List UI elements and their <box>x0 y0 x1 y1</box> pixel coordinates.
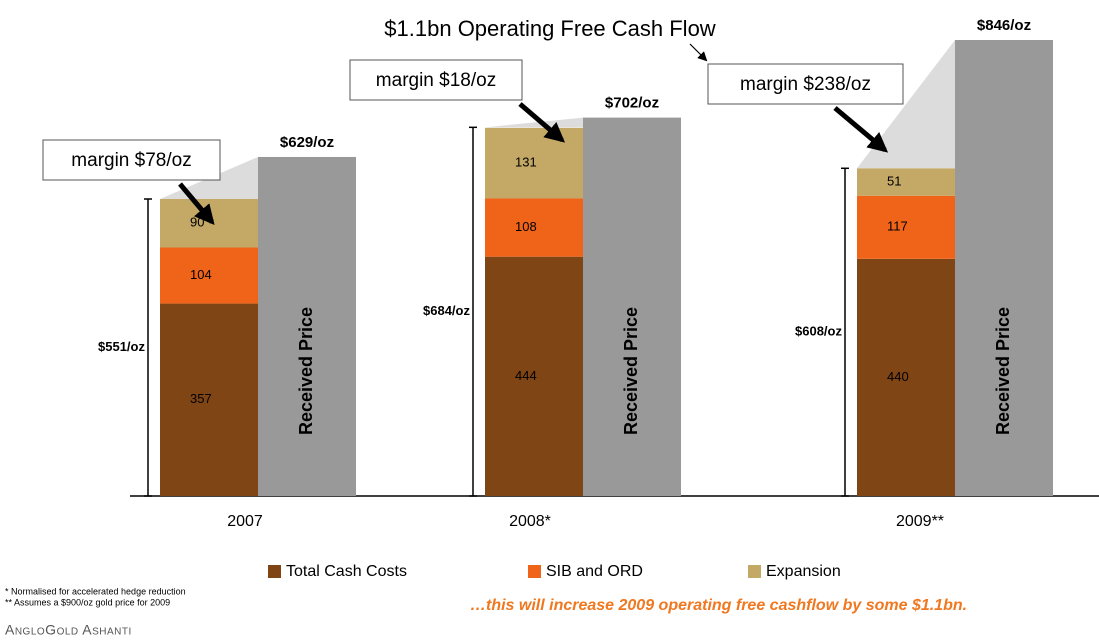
bar-segment <box>485 198 583 257</box>
bar-segment <box>160 199 258 248</box>
bar-name: Received Price <box>993 307 1013 435</box>
legend-swatch <box>528 565 541 578</box>
footnote: * Normalised for accelerated hedge reduc… <box>5 586 186 596</box>
legend-label: SIB and ORD <box>546 563 643 580</box>
tagline: …this will increase 2009 operating free … <box>470 597 967 614</box>
price-label: $846/oz <box>977 17 1031 34</box>
bar-name: Received Price <box>296 307 316 435</box>
bar-segment <box>857 195 955 259</box>
segment-label: 108 <box>515 219 537 234</box>
segment-label: 90 <box>190 215 204 230</box>
margin-label: margin $18/oz <box>376 70 496 91</box>
legend-swatch <box>748 565 761 578</box>
received-price-bar <box>258 156 356 496</box>
bar-name: Received Price <box>621 307 641 435</box>
bar-segment <box>485 127 583 199</box>
segment-label: 357 <box>190 391 212 406</box>
margin-label: margin $78/oz <box>71 150 191 171</box>
legend-swatch <box>268 565 281 578</box>
segment-label: 51 <box>887 173 901 188</box>
bar-segment <box>485 256 583 496</box>
margin-arrow <box>518 102 566 143</box>
bar-segment <box>160 247 258 304</box>
total-label: $551/oz <box>98 339 145 354</box>
segment-label: 104 <box>190 267 212 282</box>
segment-label: 117 <box>887 219 908 234</box>
received-price-bar <box>955 40 1053 496</box>
bar-segment <box>160 303 258 496</box>
price-label: $702/oz <box>605 95 659 112</box>
x-tick-label: 2009** <box>896 513 944 530</box>
total-label: $684/oz <box>423 303 470 318</box>
x-tick-label: 2007 <box>227 513 263 530</box>
brand: AngloGold Ashanti <box>5 622 132 638</box>
footnote: ** Assumes a $900/oz gold price for 2009 <box>5 597 170 607</box>
chart-title: $1.1bn Operating Free Cash Flow <box>384 16 716 41</box>
margin-label: margin $238/oz <box>740 74 871 95</box>
margin-box <box>349 59 523 101</box>
x-tick-label: 2008* <box>509 513 551 530</box>
received-price-bar <box>583 117 681 497</box>
margin-arrow <box>178 182 215 226</box>
total-label: $608/oz <box>795 324 842 339</box>
legend-label: Expansion <box>766 563 841 580</box>
title-arrow <box>689 43 708 62</box>
margin-box <box>42 139 221 181</box>
bar-segment <box>857 258 955 496</box>
segment-label: 444 <box>515 368 537 383</box>
price-label: $629/oz <box>280 134 334 151</box>
segment-label: 440 <box>887 369 909 384</box>
margin-arrow <box>833 106 889 153</box>
bar-segment <box>857 168 955 196</box>
legend-label: Total Cash Costs <box>286 563 407 580</box>
margin-box <box>707 63 904 105</box>
segment-label: 131 <box>515 155 537 170</box>
